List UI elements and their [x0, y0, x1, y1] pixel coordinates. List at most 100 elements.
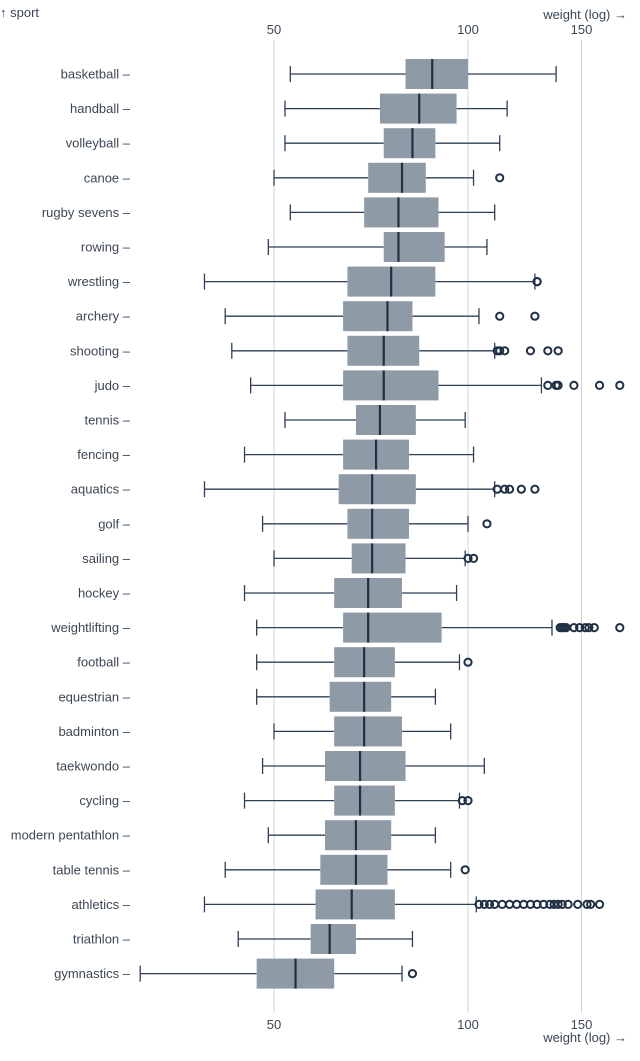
box-row-rowing [267, 232, 488, 262]
box-iqr [383, 128, 436, 159]
category-label: weightlifting – [50, 620, 131, 635]
box-iqr [338, 474, 416, 505]
outlier-point [589, 623, 599, 633]
box-iqr [320, 854, 388, 885]
x-axis-title-top: weight (log) → [542, 7, 627, 22]
category-label: shooting – [70, 343, 131, 358]
category-label: cycling – [79, 793, 130, 808]
outlier-point [553, 380, 563, 390]
outlier-point [500, 484, 510, 494]
box-row-taekwondo [261, 751, 485, 781]
category-label: tennis – [84, 413, 130, 428]
box-row-modern-pentathlon [267, 820, 437, 851]
box-iqr [343, 370, 439, 401]
box-row-volleyball [284, 128, 501, 159]
category-label: golf – [98, 516, 131, 531]
outlier-point [479, 899, 489, 910]
outlier-point [497, 899, 507, 910]
category-label: rugby sevens – [42, 205, 131, 220]
box-iqr [334, 716, 403, 747]
box-row-athletics [203, 889, 605, 920]
outlier-point [569, 380, 579, 390]
category-label: table tennis – [53, 862, 131, 877]
box-row-basketball [289, 59, 557, 89]
y-axis-title: ↑ sport [0, 5, 39, 20]
x-tick-label-top: 150 [571, 22, 593, 37]
box-row-football [256, 647, 473, 678]
outlier-point [495, 311, 505, 321]
x-tick-label-bottom: 150 [571, 1017, 593, 1032]
outlier-point [530, 311, 540, 321]
outlier-point [553, 346, 563, 356]
box-row-fencing [243, 439, 475, 470]
box-row-cycling [243, 785, 473, 816]
category-label: football – [77, 655, 131, 670]
category-label: modern pentathlon – [11, 828, 131, 843]
outlier-point [516, 484, 526, 494]
box-row-weightlifting [256, 612, 625, 643]
box-row-aquatics [203, 474, 540, 505]
category-label: aquatics – [71, 482, 131, 497]
box-row-table-tennis [224, 854, 470, 885]
category-label: rowing – [81, 240, 131, 255]
category-label: archery – [76, 309, 131, 324]
category-label: hockey – [78, 586, 131, 601]
outlier-point [615, 380, 625, 390]
outlier-point [580, 623, 590, 633]
box-row-gymnastics [139, 958, 418, 989]
category-label: wrestling – [67, 274, 131, 289]
box-row-archery [224, 301, 540, 332]
outlier-point [575, 623, 585, 633]
box-row-badminton [273, 716, 452, 747]
outlier-point [543, 380, 553, 390]
box-row-rugby-sevens [289, 197, 496, 228]
outlier-point [484, 899, 495, 910]
box-row-golf [261, 508, 492, 539]
outlier-point [468, 553, 479, 564]
box-iqr [334, 785, 395, 816]
category-label: judo – [94, 378, 131, 393]
box-iqr [310, 924, 356, 954]
outlier-point [474, 899, 484, 910]
category-label: handball – [70, 101, 131, 116]
category-label: equestrian – [58, 689, 130, 704]
category-label: basketball – [61, 67, 131, 82]
x-tick-label-top: 100 [457, 22, 479, 37]
x-tick-label-top: 50 [267, 22, 281, 37]
outlier-point [463, 553, 473, 564]
outlier-point [530, 484, 540, 494]
box-row-equestrian [256, 681, 437, 712]
box-iqr [325, 751, 406, 781]
outlier-point [525, 346, 536, 356]
outlier-point [586, 899, 596, 910]
box-iqr [329, 681, 392, 712]
plot-area [139, 59, 625, 989]
box-row-sailing [273, 543, 479, 574]
box-iqr [343, 301, 413, 332]
outlier-point [495, 173, 505, 183]
outlier-point [557, 899, 567, 910]
category-label: sailing – [82, 551, 130, 566]
outlier-point [594, 380, 605, 390]
box-iqr [351, 543, 406, 574]
outlier-point [463, 657, 473, 667]
category-label: volleyball – [66, 136, 131, 151]
category-labels: basketball – handball – volleyball – canoe … [11, 67, 131, 982]
box-row-tennis [284, 405, 466, 435]
box-iqr [347, 508, 410, 539]
outlier-point [582, 899, 592, 910]
category-label: gymnastics – [54, 966, 131, 981]
outlier-point [573, 899, 583, 910]
outlier-point [504, 484, 515, 494]
box-iqr [355, 405, 416, 435]
outlier-point [615, 623, 625, 633]
gridlines [273, 40, 582, 1013]
x-tick-label-bottom: 100 [457, 1017, 479, 1032]
outlier-point [504, 899, 515, 910]
outlier-point [407, 969, 418, 979]
outlier-point [584, 623, 594, 633]
outlier-point [495, 346, 505, 356]
box-iqr [364, 197, 439, 228]
box-row-handball [284, 93, 508, 124]
